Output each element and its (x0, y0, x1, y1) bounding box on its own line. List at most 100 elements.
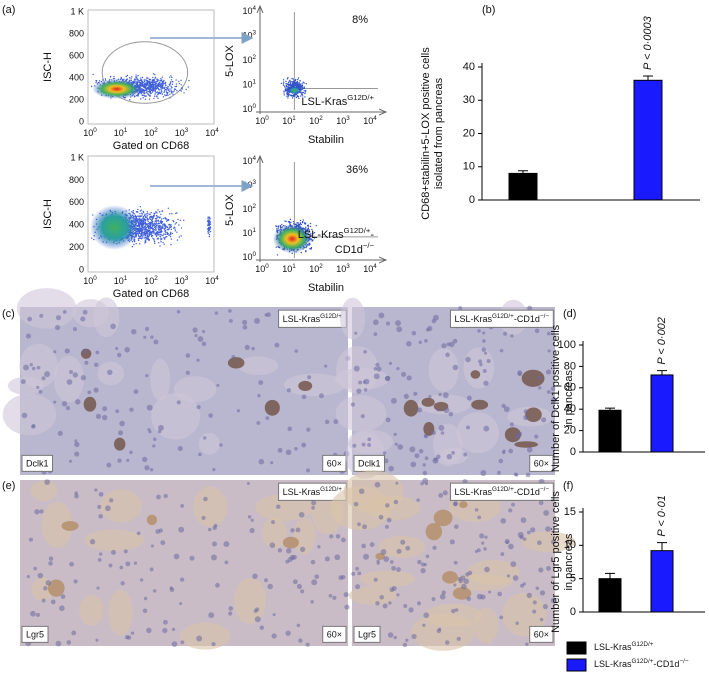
cell-event (152, 217, 153, 218)
cell-event (146, 213, 147, 214)
cell-event (129, 77, 130, 78)
nucleus (46, 580, 51, 585)
cell-event (302, 221, 303, 222)
nucleus (379, 515, 384, 520)
nucleus (264, 578, 268, 582)
x-tick-label: 102 (144, 127, 158, 138)
cell-event (139, 216, 140, 217)
cell-event (147, 235, 148, 236)
nucleus (51, 600, 56, 605)
nucleus (510, 422, 514, 426)
nucleus (142, 457, 147, 462)
nucleus (145, 327, 149, 331)
cell-event (172, 91, 173, 92)
cell-event (149, 86, 150, 87)
cell-event (171, 79, 172, 80)
cell-event (158, 234, 159, 235)
nucleus (500, 518, 506, 524)
nucleus (212, 542, 217, 547)
cell-event (151, 216, 152, 217)
cell-event (305, 90, 306, 91)
cell-event (286, 96, 287, 97)
nucleus (398, 444, 404, 450)
nucleus (39, 509, 43, 513)
cell-event (299, 85, 300, 86)
cell-event (147, 237, 148, 238)
cell-event (167, 93, 168, 94)
cell-event (154, 241, 155, 242)
nucleus (458, 306, 462, 310)
nucleus (294, 447, 298, 451)
cell-event (144, 79, 145, 80)
cell-event (151, 90, 152, 91)
cell-event (151, 221, 152, 222)
cell-event (133, 244, 134, 245)
cell-event (142, 230, 143, 231)
cell-event (176, 222, 177, 223)
nucleus (393, 636, 396, 639)
label-part: 4 (215, 275, 219, 282)
nucleus (198, 336, 204, 342)
nucleus (95, 639, 98, 642)
nucleus (538, 567, 543, 572)
cell-event (168, 89, 169, 90)
nucleus (172, 628, 175, 631)
y-tick-label: 600 (69, 197, 84, 207)
nucleus (257, 394, 260, 397)
nucleus (451, 609, 455, 613)
x-tick-label: 100 (255, 263, 269, 274)
nucleus (96, 587, 99, 590)
nucleus (438, 425, 444, 431)
nucleus (177, 310, 180, 313)
cell-event (150, 233, 151, 234)
cell-event (156, 83, 157, 84)
cell-event (283, 83, 284, 84)
cell-event (168, 228, 169, 229)
nucleus (466, 426, 470, 430)
tissue-structure (379, 536, 425, 558)
x-tick-label: 103 (336, 115, 350, 126)
cell-event (150, 216, 151, 217)
cell-event (129, 99, 130, 100)
nucleus (465, 357, 471, 363)
nucleus (293, 579, 298, 584)
density (92, 79, 141, 99)
cell-event (290, 222, 291, 223)
cell-event (188, 86, 189, 87)
nucleus (363, 350, 367, 354)
nucleus (248, 515, 251, 518)
nucleus (74, 442, 79, 447)
nucleus (255, 607, 259, 611)
label-part: 10 (309, 116, 319, 126)
cell-event (155, 92, 156, 93)
y-tick-label: 30 (463, 94, 475, 106)
cell-event (159, 225, 160, 226)
cell-event (170, 75, 171, 76)
cell-event (158, 223, 159, 224)
cell-event (287, 91, 288, 92)
nucleus (501, 404, 505, 408)
nucleus (203, 497, 208, 502)
magnification-label: 60× (534, 629, 549, 639)
nucleus (198, 453, 202, 457)
y-tick-label: 400 (69, 72, 84, 82)
label-part: G12D/+ (492, 313, 514, 320)
nucleus (388, 601, 391, 604)
cell-event (167, 88, 168, 89)
nucleus (190, 556, 195, 561)
cell-event (180, 80, 181, 81)
cell-event (141, 222, 142, 223)
cell-event (149, 79, 150, 80)
cell-event (137, 219, 138, 220)
nucleus (530, 527, 535, 532)
p-value: P < 0·01 (656, 495, 668, 536)
cell-event (148, 223, 149, 224)
nucleus (214, 524, 218, 528)
cell-event (153, 98, 154, 99)
nucleus (228, 606, 233, 611)
nucleus (306, 643, 310, 647)
label-part: −/− (363, 241, 375, 250)
nucleus (208, 612, 214, 618)
nucleus (375, 601, 379, 605)
cell-event (137, 75, 138, 76)
